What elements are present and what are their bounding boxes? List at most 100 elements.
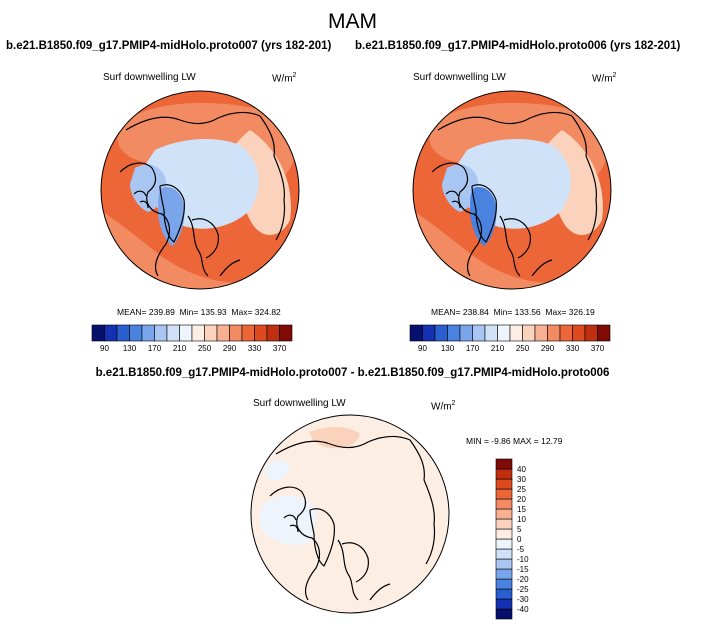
diff-region-5 xyxy=(264,460,290,481)
panel1-cbar-cell-13 xyxy=(254,324,268,342)
diff-regions xyxy=(251,415,449,613)
panel2-variable-label: Surf downwelling LW xyxy=(413,72,506,83)
diff-variable-label: Surf downwelling LW xyxy=(253,398,346,409)
panel1-cbar-tick-370: 370 xyxy=(273,344,287,353)
panel1-cbar-tick-210: 210 xyxy=(173,344,187,353)
diff-units: W/m2 xyxy=(431,400,456,413)
panel2-cbar-tick-210: 210 xyxy=(491,344,505,353)
diff-minmax: MIN = -9.86 MAX = 12.79 xyxy=(466,436,563,446)
panel2-cbar-cell-1 xyxy=(422,324,436,342)
diff-cbar-tick-0: 0 xyxy=(517,535,522,544)
panel1-units: W/m2 xyxy=(272,72,297,85)
panel2-map-border xyxy=(412,90,612,290)
panel2-cbar-cell-3 xyxy=(447,324,461,342)
diff-cbar-cell-1 xyxy=(495,598,513,610)
panel2-region-5 xyxy=(442,164,479,212)
diff-cbar-cell-13 xyxy=(495,478,513,490)
run1-title: b.e21.B1850.f09_g17.PMIP4-midHolo.proto0… xyxy=(6,40,332,52)
diff-cbar-cell-3 xyxy=(495,578,513,590)
difference-title: b.e21.B1850.f09_g17.PMIP4-midHolo.proto0… xyxy=(95,367,610,379)
diff-cbar-cell-12 xyxy=(495,488,513,500)
diff-region-2 xyxy=(310,426,360,449)
diff-cbar-cell-6 xyxy=(495,548,513,560)
panel1-cbar-tick-170: 170 xyxy=(148,344,162,353)
panel1-regions xyxy=(101,91,299,289)
diff-cbar-tick-25: 25 xyxy=(517,485,526,494)
panel2-cbar-cell-11 xyxy=(547,324,561,342)
panel2-cbar-tick-170: 170 xyxy=(466,344,480,353)
panel1-cbar-tick-250: 250 xyxy=(198,344,212,353)
diff-cbar-cell-14 xyxy=(495,468,513,480)
panel1-cbar-tick-130: 130 xyxy=(123,344,137,353)
diff-cbar-cell-2 xyxy=(495,588,513,600)
diff-cbar-tick--20: -20 xyxy=(517,575,529,584)
run2-title: b.e21.B1850.f09_g17.PMIP4-midHolo.proto0… xyxy=(355,40,681,52)
diff-map xyxy=(250,414,450,614)
panel1-coastline xyxy=(119,111,286,277)
diff-coastline xyxy=(269,435,436,601)
panel2-cbar-cell-0 xyxy=(409,324,423,342)
diff-cbar-cell-15 xyxy=(495,458,513,470)
panel1-cbar-cell-7 xyxy=(179,324,193,342)
panel2-cbar-cell-8 xyxy=(509,324,523,342)
panel1-stats: MEAN= 239.89 Min= 135.93 Max= 324.82 xyxy=(117,307,281,317)
panel2-mean: MEAN= 238.84 xyxy=(431,307,489,317)
panel2-cbar-tick-130: 130 xyxy=(441,344,455,353)
diff-cbar-cell-5 xyxy=(495,558,513,570)
panel2-cbar-cell-5 xyxy=(472,324,486,342)
panel2-cbar-cell-6 xyxy=(484,324,498,342)
panel1-cbar-tick-90: 90 xyxy=(100,344,109,353)
panel2-regions xyxy=(413,91,611,289)
diff-cbar-cell-10 xyxy=(495,508,513,520)
diff-cbar-cell-8 xyxy=(495,528,513,540)
panel2-stats: MEAN= 238.84 Min= 133.56 Max= 326.19 xyxy=(431,307,595,317)
panel1-cbar-cell-15 xyxy=(279,324,293,342)
diff-cbar-tick--5: -5 xyxy=(517,545,525,554)
panel1-region-2 xyxy=(101,210,299,289)
panel1-cbar-cell-5 xyxy=(154,324,168,342)
panel2-region-6 xyxy=(470,186,497,246)
panel1-map xyxy=(100,90,300,290)
panel1-region-5 xyxy=(130,164,167,212)
diff-cbar-tick--25: -25 xyxy=(517,585,529,594)
panel2-cbar-cell-10 xyxy=(534,324,548,342)
panel1-mean: MEAN= 239.89 xyxy=(117,307,175,317)
season-title: MAM xyxy=(328,10,377,33)
panel1-cbar-cell-12 xyxy=(241,324,255,342)
panel2-cbar-cell-2 xyxy=(434,324,448,342)
diff-cbar-tick-5: 5 xyxy=(517,525,522,534)
diff-cbar-tick--15: -15 xyxy=(517,565,529,574)
diff-cbar-cell-9 xyxy=(495,518,513,530)
panel1-region-6 xyxy=(158,186,185,246)
panel2-cbar-cell-4 xyxy=(459,324,473,342)
panel1-variable-label: Surf downwelling LW xyxy=(103,72,196,83)
panel2-cbar-tick-330: 330 xyxy=(566,344,580,353)
diff-cbar-tick-30: 30 xyxy=(517,475,526,484)
panel1-min: Min= 135.93 xyxy=(179,307,227,317)
panel2-cbar-tick-290: 290 xyxy=(541,344,555,353)
panel2-cbar-cell-7 xyxy=(497,324,511,342)
panel2-colorbar: 90 130 170 210 250 290 330 370 xyxy=(409,324,611,353)
panel2-cbar-cell-15 xyxy=(597,324,611,342)
panel1-cbar-cell-14 xyxy=(266,324,280,342)
panel1-cbar-tick-290: 290 xyxy=(223,344,237,353)
diff-region-1 xyxy=(290,425,445,607)
panel1-cbar-cell-8 xyxy=(191,324,205,342)
diff-cbar-tick-15: 15 xyxy=(517,505,526,514)
panel1-colorbar: 90 130 170 210 250 290 330 370 xyxy=(91,324,293,353)
panel1-cbar-cell-2 xyxy=(116,324,130,342)
diff-cbar-cell-4 xyxy=(495,568,513,580)
panel1-cbar-cell-6 xyxy=(166,324,180,342)
panel2-cbar-tick-250: 250 xyxy=(516,344,530,353)
panel1-cbar-cell-9 xyxy=(204,324,218,342)
panel1-cbar-cell-11 xyxy=(229,324,243,342)
diff-cbar-tick-10: 10 xyxy=(517,515,526,524)
diff-region-4 xyxy=(313,516,334,546)
diff-map-border xyxy=(250,414,450,614)
panel2-region-2 xyxy=(413,210,611,289)
panel1-cbar-cell-0 xyxy=(91,324,105,342)
panel2-map xyxy=(412,90,612,290)
panel2-cbar-cell-13 xyxy=(572,324,586,342)
panel2-min: Min= 133.56 xyxy=(493,307,541,317)
